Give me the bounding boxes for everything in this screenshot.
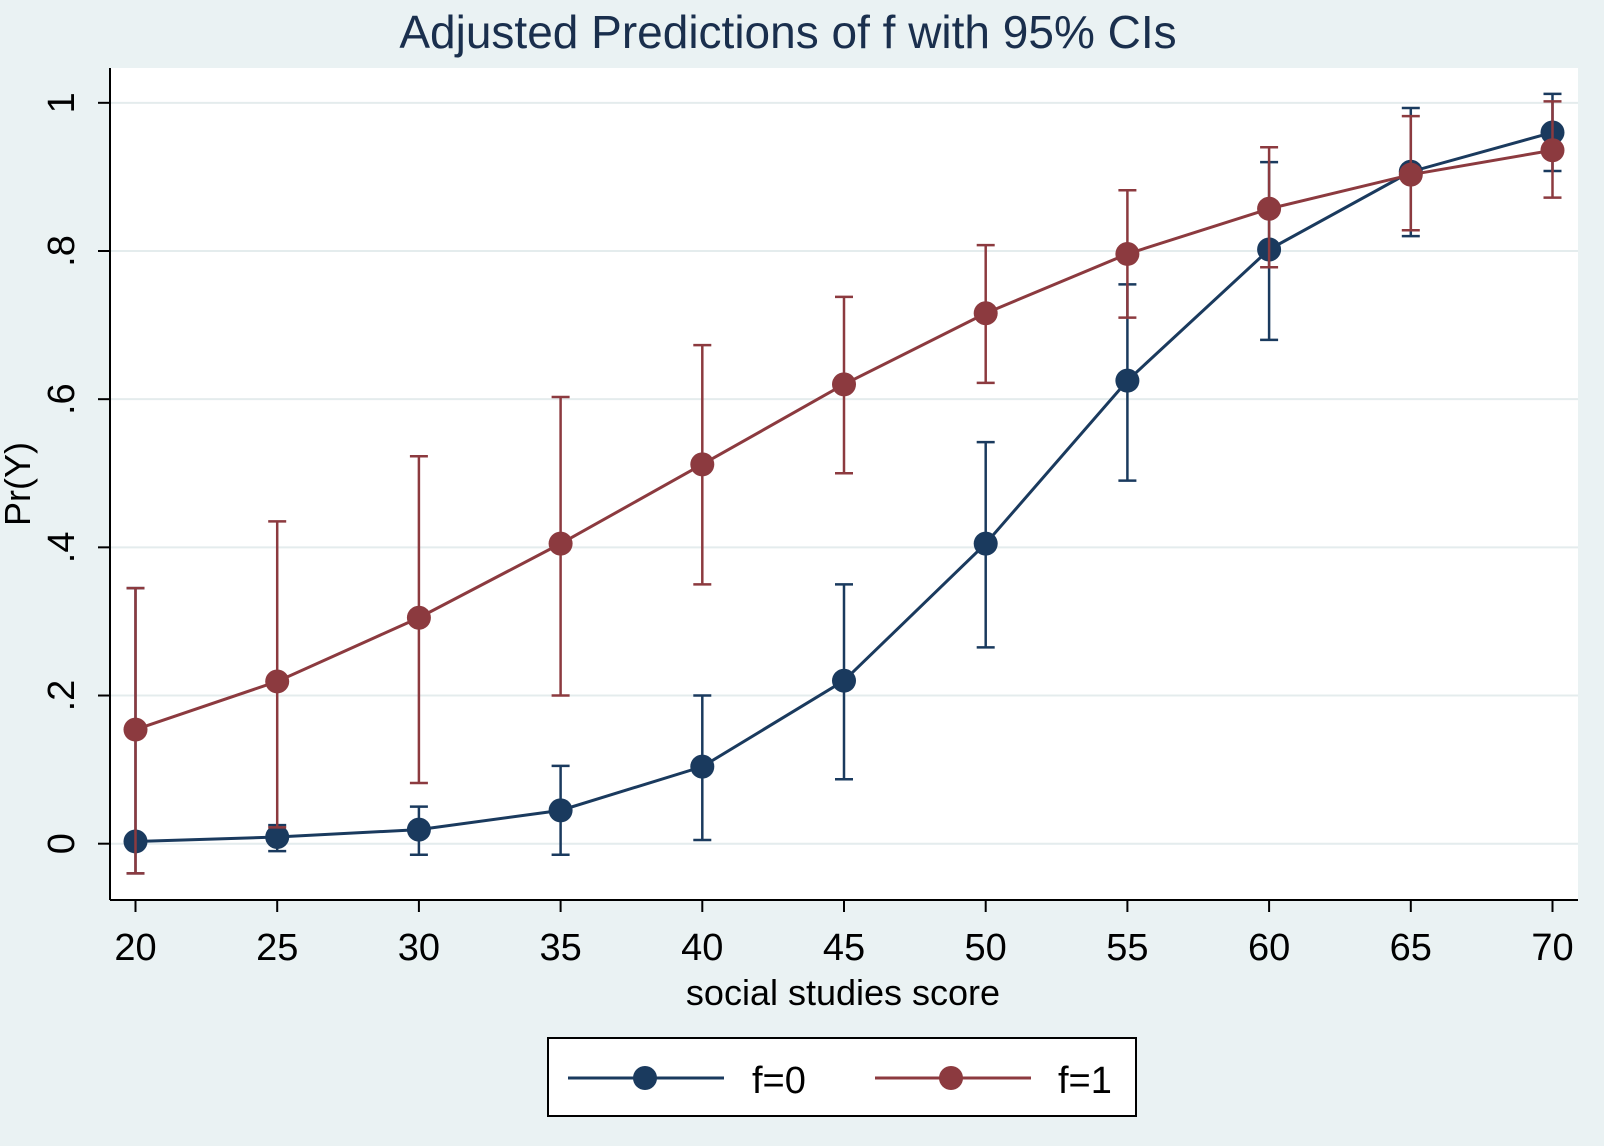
point-s0-2	[406, 817, 431, 842]
x-axis-title: social studies score	[686, 972, 1000, 1013]
x-tick-label-5: 45	[823, 927, 865, 969]
y-tick-label-2: .4	[41, 531, 83, 563]
point-s0-1	[265, 825, 290, 850]
legend-f1-label: f=1	[1058, 1060, 1112, 1102]
point-s1-0	[123, 717, 148, 742]
x-tick-label-8: 60	[1248, 927, 1290, 969]
legend-f0-label: f=0	[752, 1060, 806, 1102]
gridlines	[110, 101, 1578, 845]
y-tick-label-4: .8	[41, 235, 83, 267]
x-tick-label-10: 70	[1531, 927, 1573, 969]
point-s1-6	[973, 301, 998, 326]
point-s0-7	[1115, 368, 1140, 393]
axis-ticks: 0 .2 .4 .6 .8 1 20 25 30 35 40 45 50 55 60 65 70	[41, 92, 1574, 969]
y-tick-label-3: .6	[41, 383, 83, 415]
x-tick-label-0: 20	[114, 927, 156, 969]
point-s1-9	[1398, 162, 1423, 187]
point-s0-5	[832, 668, 856, 693]
x-tick-label-4: 40	[681, 927, 723, 969]
y-tick-label-5: 1	[41, 92, 83, 113]
point-s1-5	[832, 372, 856, 397]
point-s1-7	[1115, 241, 1140, 266]
x-tick-label-6: 50	[965, 927, 1007, 969]
point-s1-8	[1257, 196, 1282, 221]
point-s1-3	[548, 531, 573, 556]
y-axis-title: Pr(Y)	[0, 442, 38, 526]
series-layer	[123, 92, 1565, 875]
point-s0-3	[548, 798, 573, 823]
point-s0-4	[690, 754, 715, 779]
legend: f=0 f=1	[547, 1037, 1137, 1117]
chart-title: Adjusted Predictions of f with 95% CIs	[399, 6, 1176, 58]
point-s1-10	[1540, 138, 1565, 163]
x-tick-label-1: 25	[256, 927, 298, 969]
x-tick-label-2: 30	[398, 927, 440, 969]
x-tick-label-9: 65	[1390, 927, 1432, 969]
x-tick-label-7: 55	[1106, 927, 1148, 969]
series-1	[123, 100, 1565, 875]
point-s1-2	[406, 605, 431, 630]
legend-f0-marker	[633, 1066, 657, 1090]
point-s1-4	[690, 452, 715, 477]
point-s0-6	[973, 531, 998, 556]
legend-f1-marker	[939, 1066, 963, 1090]
y-tick-label-1: .2	[41, 680, 83, 712]
x-tick-label-3: 35	[539, 927, 581, 969]
y-tick-label-0: 0	[41, 833, 83, 854]
point-s1-1	[265, 669, 290, 694]
